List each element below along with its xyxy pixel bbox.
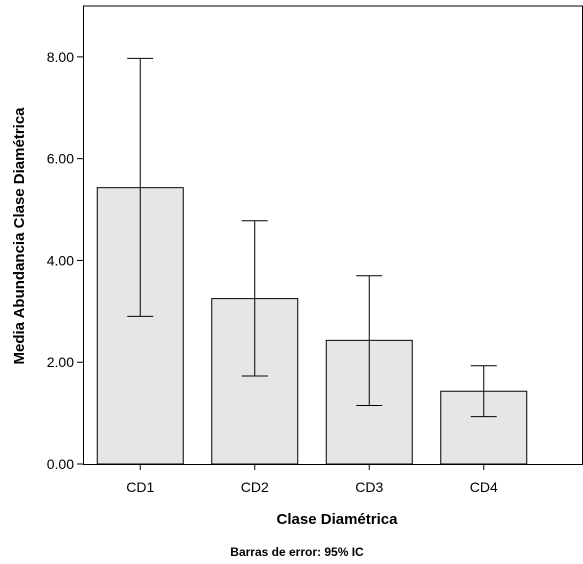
error-bar-footnote: Barras de error: 95% IC xyxy=(230,545,364,559)
bars-group xyxy=(97,188,527,464)
y-axis-title: Media Abundancia Clase Diamétrica xyxy=(11,107,28,365)
y-tick-label-2: 4.00 xyxy=(47,252,74,268)
x-axis: CD1 CD2 CD3 CD4 xyxy=(83,464,583,495)
y-tick-label-0: 0.00 xyxy=(47,456,74,472)
y-tick-label-4: 8.00 xyxy=(47,49,74,65)
y-axis: 0.00 2.00 4.00 6.00 8.00 xyxy=(47,6,84,472)
y-tick-label-3: 6.00 xyxy=(47,151,74,167)
x-axis-title: Clase Diamétrica xyxy=(277,511,399,528)
x-tick-label-cd4: CD4 xyxy=(470,479,498,495)
x-tick-label-cd3: CD3 xyxy=(355,479,383,495)
x-tick-label-cd2: CD2 xyxy=(241,479,269,495)
x-tick-label-cd1: CD1 xyxy=(126,479,154,495)
y-tick-label-1: 2.00 xyxy=(47,354,74,370)
